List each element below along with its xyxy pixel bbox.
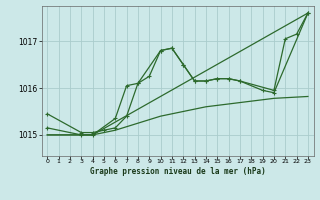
- X-axis label: Graphe pression niveau de la mer (hPa): Graphe pression niveau de la mer (hPa): [90, 167, 266, 176]
